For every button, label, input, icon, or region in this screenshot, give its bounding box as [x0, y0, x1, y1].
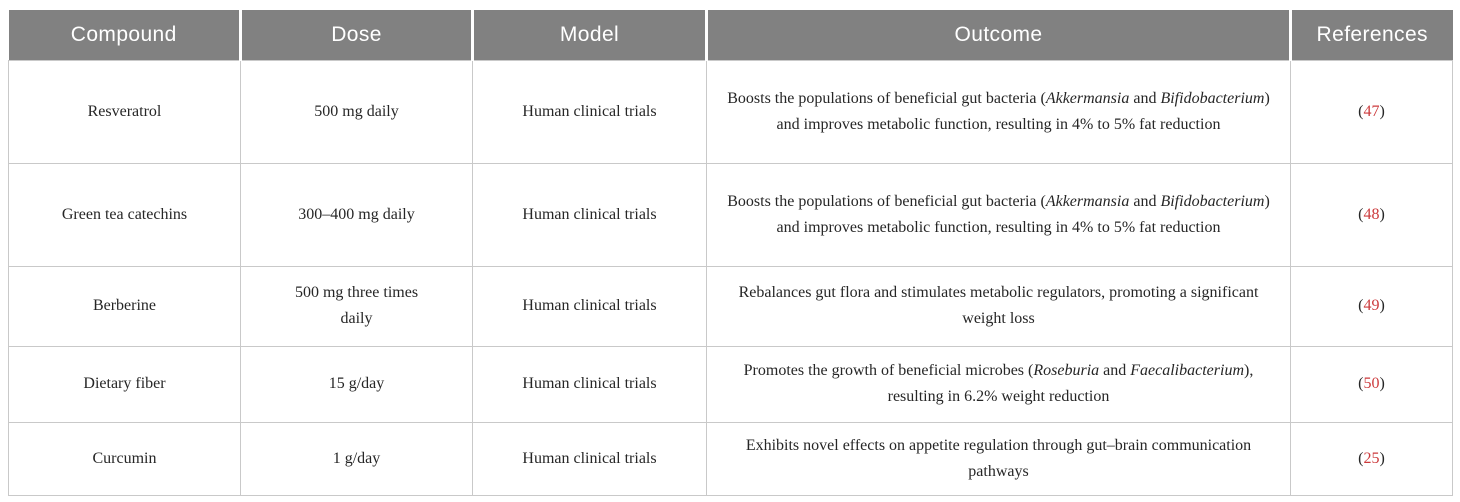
outcome-cell: Exhibits novel effects on appetite regul… — [706, 421, 1291, 496]
header-cell-model: Model — [471, 10, 707, 60]
outcome-cell: Rebalances gut flora and stimulates meta… — [706, 265, 1291, 347]
outcome-cell: Boosts the populations of beneficial gut… — [706, 162, 1291, 267]
header-cell-dose: Dose — [239, 10, 473, 60]
citation-link[interactable]: 47 — [1363, 102, 1380, 120]
compound-cell: Berberine — [8, 265, 241, 347]
table-row-dietary-fiber: Dietary fiber 15 g/day Human clinical tr… — [8, 345, 1453, 423]
genus-name-italic: Roseburia — [1033, 362, 1100, 380]
table-row-green-tea-catechins: Green tea catechins 300–400 mg daily Hum… — [8, 162, 1453, 267]
header-cell-references: References — [1289, 10, 1453, 60]
genus-name-italic: Faecalibacterium — [1130, 362, 1244, 380]
paren-open: ( — [1358, 375, 1364, 393]
model-cell: Human clinical trials — [472, 265, 707, 347]
outcome-cell: Boosts the populations of beneficial gut… — [706, 59, 1291, 164]
dose-cell: 300–400 mg daily — [240, 162, 473, 267]
compound-table: Compound Dose Model Outcome References R… — [8, 10, 1453, 496]
paren-open: ( — [1358, 297, 1364, 315]
compound-cell: Dietary fiber — [8, 345, 241, 423]
header-cell-outcome: Outcome — [705, 10, 1291, 60]
genus-name-italic: Bifidobacterium — [1160, 192, 1265, 210]
outcome-text: Promotes the growth of beneficial microb… — [743, 362, 1254, 405]
dose-cell: 500 mg daily — [240, 59, 473, 164]
references-cell: (48) — [1290, 162, 1453, 267]
outcome-text: Boosts the populations of beneficial gut… — [727, 89, 1270, 133]
paren-close: ) — [1379, 205, 1385, 223]
genus-name-italic: Akkermansia — [1045, 89, 1130, 107]
paren-open: ( — [1358, 102, 1364, 120]
table-row-curcumin: Curcumin 1 g/day Human clinical trials E… — [8, 421, 1453, 496]
outcome-text: Boosts the populations of beneficial gut… — [727, 192, 1270, 236]
table-header-row: Compound Dose Model Outcome References — [8, 10, 1453, 60]
citation-link[interactable]: 49 — [1363, 297, 1380, 315]
genus-name-italic: Akkermansia — [1045, 192, 1130, 210]
citation-link[interactable]: 48 — [1363, 205, 1380, 223]
compound-cell: Curcumin — [8, 421, 241, 496]
compound-cell: Green tea catechins — [8, 162, 241, 267]
outcome-text: Exhibits novel effects on appetite regul… — [745, 436, 1252, 480]
references-cell: (50) — [1290, 345, 1453, 423]
dose-cell: 1 g/day — [240, 421, 473, 496]
outcome-text: Rebalances gut flora and stimulates meta… — [738, 284, 1259, 327]
citation-link[interactable]: 50 — [1363, 375, 1380, 393]
references-cell: (47) — [1290, 59, 1453, 164]
dose-cell: 500 mg three times daily — [240, 265, 473, 347]
outcome-cell: Promotes the growth of beneficial microb… — [706, 345, 1291, 423]
paren-open: ( — [1358, 205, 1364, 223]
genus-name-italic: Bifidobacterium — [1160, 89, 1265, 107]
model-cell: Human clinical trials — [472, 345, 707, 423]
model-cell: Human clinical trials — [472, 162, 707, 267]
paren-open: ( — [1358, 449, 1364, 467]
table-row-berberine: Berberine 500 mg three times daily Human… — [8, 265, 1453, 347]
dose-cell: 15 g/day — [240, 345, 473, 423]
references-cell: (49) — [1290, 265, 1453, 347]
model-cell: Human clinical trials — [472, 421, 707, 496]
model-cell: Human clinical trials — [472, 59, 707, 164]
paren-close: ) — [1379, 102, 1385, 120]
paren-close: ) — [1379, 297, 1385, 315]
compound-table-container: Compound Dose Model Outcome References R… — [8, 10, 1453, 496]
references-cell: (25) — [1290, 421, 1453, 496]
compound-cell: Resveratrol — [8, 59, 241, 164]
header-cell-compound: Compound — [8, 10, 241, 60]
table-row-resveratrol: Resveratrol 500 mg daily Human clinical … — [8, 59, 1453, 164]
citation-link[interactable]: 25 — [1363, 449, 1380, 467]
paren-close: ) — [1379, 375, 1385, 393]
paren-close: ) — [1379, 449, 1385, 467]
